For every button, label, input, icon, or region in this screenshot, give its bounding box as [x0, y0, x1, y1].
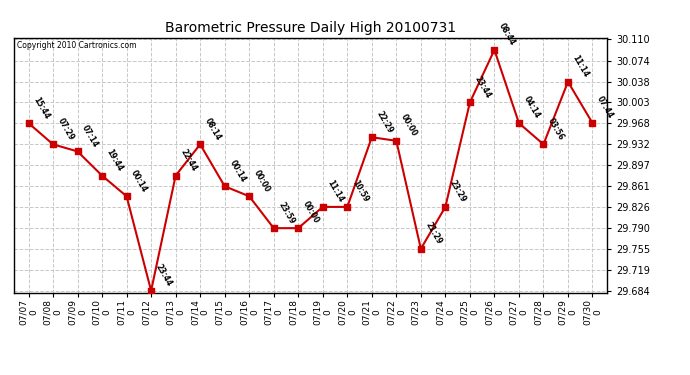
Text: 00:14: 00:14	[129, 168, 149, 194]
Text: 11:14: 11:14	[326, 179, 346, 204]
Point	[391, 138, 402, 144]
Point	[562, 79, 573, 85]
Text: 23:59: 23:59	[277, 200, 296, 225]
Text: 08:14: 08:14	[203, 116, 223, 141]
Point	[121, 193, 132, 199]
Title: Barometric Pressure Daily High 20100731: Barometric Pressure Daily High 20100731	[165, 21, 456, 35]
Text: 21:29: 21:29	[424, 220, 444, 246]
Point	[195, 141, 206, 147]
Point	[146, 288, 157, 294]
Point	[170, 172, 181, 178]
Text: 19:44: 19:44	[105, 147, 125, 173]
Point	[440, 204, 451, 210]
Text: 03:56: 03:56	[546, 116, 566, 141]
Point	[513, 120, 524, 126]
Text: 11:14: 11:14	[571, 54, 591, 79]
Text: 08:44: 08:44	[497, 22, 517, 47]
Text: 00:00: 00:00	[301, 200, 321, 225]
Text: 22:44: 22:44	[179, 147, 198, 173]
Point	[464, 99, 475, 105]
Text: 00:14: 00:14	[228, 158, 247, 183]
Point	[366, 134, 377, 140]
Text: 22:29: 22:29	[375, 109, 395, 135]
Point	[48, 141, 59, 147]
Text: 10:59: 10:59	[350, 179, 370, 204]
Text: 23:29: 23:29	[448, 179, 468, 204]
Text: 00:00: 00:00	[252, 168, 272, 194]
Point	[489, 47, 500, 53]
Text: 04:14: 04:14	[522, 95, 542, 120]
Point	[23, 120, 34, 126]
Text: 23:44: 23:44	[473, 74, 493, 100]
Point	[72, 148, 83, 154]
Text: 07:44: 07:44	[595, 95, 615, 120]
Point	[317, 204, 328, 210]
Text: 15:44: 15:44	[31, 95, 51, 120]
Text: 00:00: 00:00	[399, 112, 419, 138]
Text: 23:44: 23:44	[154, 262, 174, 288]
Point	[415, 246, 426, 252]
Point	[587, 120, 598, 126]
Point	[219, 183, 230, 189]
Point	[268, 225, 279, 231]
Point	[538, 141, 549, 147]
Text: 07:29: 07:29	[56, 116, 76, 141]
Point	[244, 193, 255, 199]
Text: Copyright 2010 Cartronics.com: Copyright 2010 Cartronics.com	[17, 41, 136, 50]
Point	[293, 225, 304, 231]
Point	[97, 172, 108, 178]
Text: 07:14: 07:14	[80, 123, 100, 148]
Point	[342, 204, 353, 210]
